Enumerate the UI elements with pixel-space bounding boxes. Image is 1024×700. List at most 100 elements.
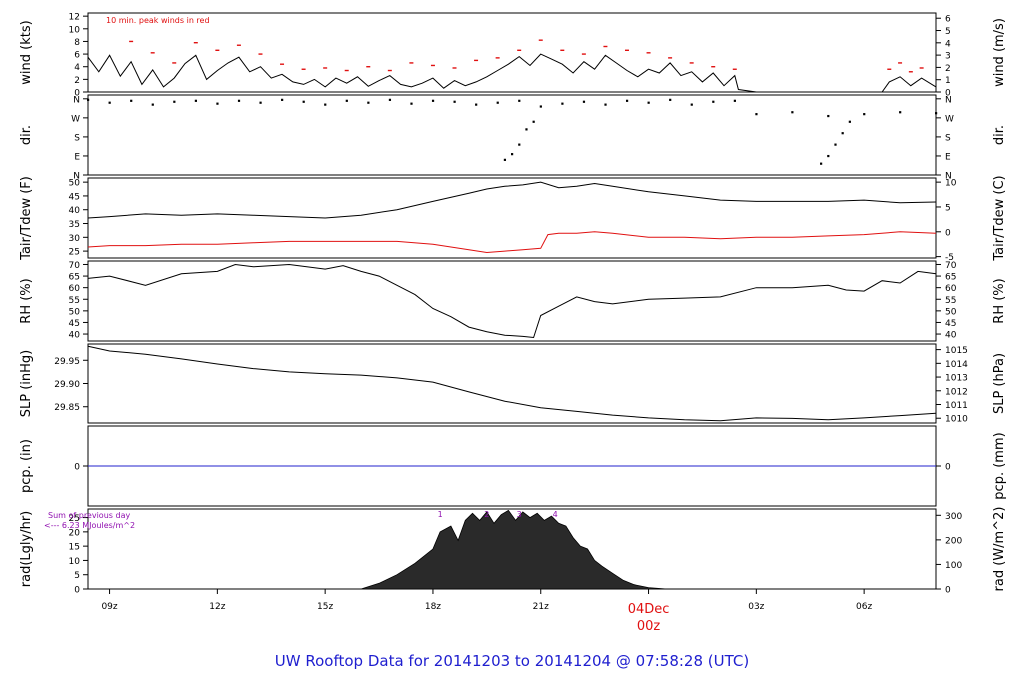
right-tick-label-dir: E <box>945 152 951 162</box>
right-tick-label-temp: 5 <box>945 203 951 213</box>
right-tick-label-slp: 1015 <box>945 346 968 356</box>
left-tick-label-slp: 29.95 <box>54 357 80 367</box>
direction-point <box>237 99 241 102</box>
left-tick-label-rad: 10 <box>69 557 81 567</box>
right-tick-label-wind: 6 <box>945 15 951 25</box>
left-tick-label-slp: 29.90 <box>54 380 80 390</box>
right-tick-label-wind: 3 <box>945 52 951 62</box>
right-tick-label-rh: 40 <box>945 331 957 341</box>
direction-point <box>475 103 478 106</box>
direction-point <box>388 98 392 101</box>
direction-point <box>647 101 650 104</box>
direction-point <box>367 101 370 104</box>
direction-point <box>324 103 327 106</box>
direction-point <box>625 99 629 102</box>
rad-marker-2: 2 <box>484 510 489 519</box>
left-tick-label-pcp: 0 <box>74 463 80 473</box>
left-tick-label-dir: N <box>73 95 80 105</box>
right-tick-label-temp: -5 <box>945 253 954 263</box>
panel-frame-slp <box>87 343 937 424</box>
right-tick-label-pcp: 0 <box>945 463 951 473</box>
right-tick-label-rad: 100 <box>945 561 962 571</box>
left-tick-label-rh: 40 <box>69 331 81 341</box>
right-tick-label-wind: 2 <box>945 64 951 74</box>
left-tick-label-rh: 45 <box>69 319 80 329</box>
left-tick-label-wind: 0 <box>74 89 80 99</box>
panel-frame-wind <box>87 12 937 93</box>
direction-point <box>173 100 176 103</box>
left-tick-label-rh: 60 <box>69 284 81 294</box>
direction-point <box>518 143 521 146</box>
ylabel-left-wind: wind (kts) <box>19 20 34 84</box>
rad-marker-1: 1 <box>438 510 443 519</box>
direction-point <box>511 153 514 156</box>
ylabel-left-rh: RH (%) <box>19 278 34 323</box>
left-tick-label-rad: 20 <box>69 528 81 538</box>
direction-point <box>863 113 866 116</box>
ylabel-right-rad: rad (W/m^2) <box>992 507 1007 592</box>
direction-point <box>935 112 938 115</box>
panel-rad: 0 5 10 15 20 25 0 100 200 300 rad(Lgly/hr) rad (W/m… <box>19 507 1007 596</box>
right-tick-label-rh: 45 <box>945 319 956 329</box>
left-tick-label-dir: E <box>74 152 80 162</box>
direction-point <box>302 100 305 103</box>
left-tick-label-rh: 50 <box>69 307 81 317</box>
direction-point <box>582 100 586 103</box>
direction-point <box>827 154 830 158</box>
x-tick-label: 03z <box>748 602 764 612</box>
direction-point <box>827 114 830 118</box>
direction-point <box>669 98 672 101</box>
direction-point <box>503 158 507 161</box>
left-tick-label-wind: 4 <box>74 63 80 73</box>
direction-point <box>532 120 535 123</box>
date-label-day: 04Dec <box>628 602 670 617</box>
right-tick-label-wind: 0 <box>945 89 951 99</box>
panel-temp: 25 30 35 40 45 50 -5 0 5 10 Tair/Tdew (F) Tair/Tdew… <box>19 175 1007 263</box>
direction-point <box>755 113 758 116</box>
x-tick-label: 21z <box>533 602 549 612</box>
direction-point <box>518 99 521 102</box>
direction-point <box>791 111 794 114</box>
direction-point <box>216 102 219 105</box>
panel-frame-dir <box>87 94 937 176</box>
left-tick-label-temp: 35 <box>69 220 80 230</box>
series-wind <box>87 53 937 93</box>
direction-point <box>130 99 133 102</box>
rad-marker-4: 4 <box>553 510 558 519</box>
direction-point <box>820 162 823 165</box>
panel-slp: 29.85 29.90 29.95 1010 1011 1012 1013 1014 1015 S… <box>19 343 1007 425</box>
right-tick-label-dir: N <box>945 172 952 182</box>
direction-point <box>496 101 499 104</box>
direction-point <box>604 103 607 106</box>
right-tick-label-slp: 1013 <box>945 374 968 384</box>
right-tick-label-temp: 10 <box>945 179 957 189</box>
direction-point <box>345 99 348 102</box>
rad-marker-3: 3 <box>517 510 522 519</box>
left-tick-label-wind: 6 <box>74 51 80 61</box>
left-tick-label-rad: 5 <box>74 571 80 581</box>
right-tick-label-rad: 300 <box>945 512 962 522</box>
direction-point <box>410 102 413 105</box>
right-tick-label-rh: 55 <box>945 296 956 306</box>
direction-point <box>539 105 542 108</box>
ylabel-right-pcp: pcp. (mm) <box>992 432 1007 499</box>
x-tick-label: 09z <box>101 602 117 612</box>
direction-point <box>733 99 736 102</box>
direction-point <box>281 98 284 101</box>
direction-point <box>841 132 844 135</box>
left-tick-label-rh: 55 <box>69 296 80 306</box>
ylabel-left-temp: Tair/Tdew (F) <box>19 176 34 261</box>
direction-point <box>151 103 154 106</box>
direction-point <box>431 99 435 102</box>
direction-point <box>690 103 693 106</box>
right-tick-label-rad: 0 <box>945 586 951 596</box>
left-tick-label-rad: 0 <box>74 586 80 596</box>
right-tick-label-temp: 0 <box>945 228 951 238</box>
right-tick-label-slp: 1014 <box>945 360 968 370</box>
right-tick-label-slp: 1011 <box>945 401 968 411</box>
rad-annotation-line1: Sum of previous day <box>48 511 130 520</box>
